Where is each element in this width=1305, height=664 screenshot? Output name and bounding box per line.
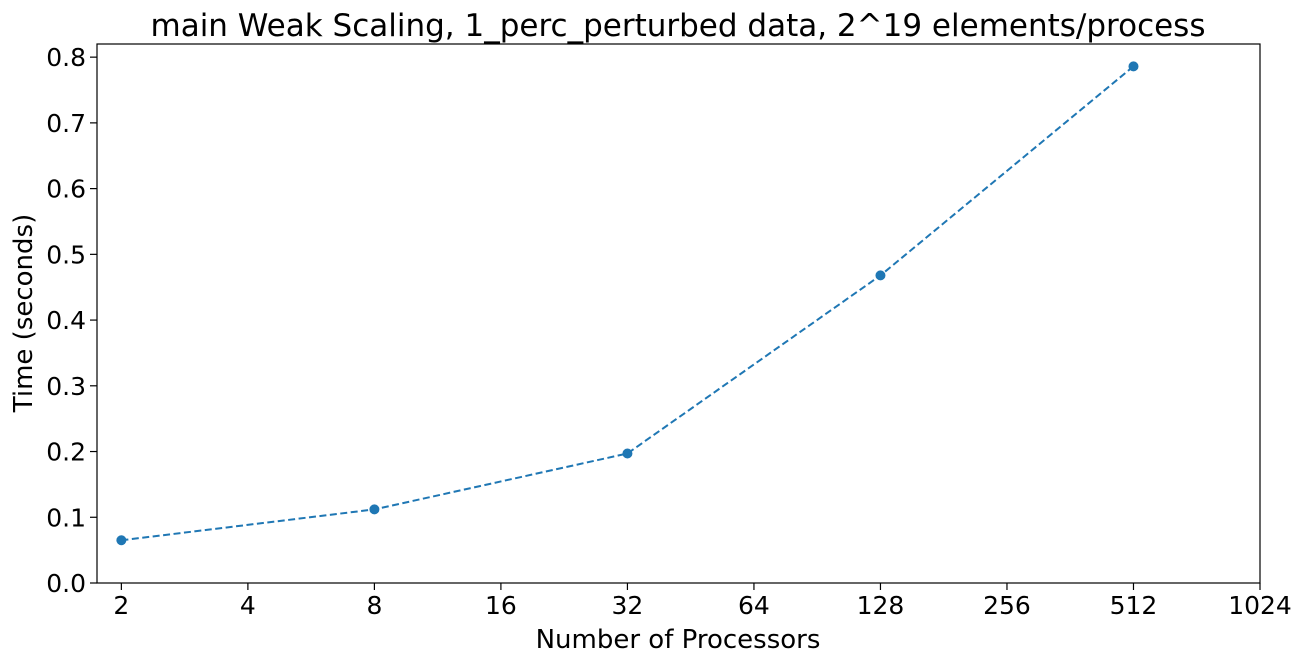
x-tick-label: 1024	[1228, 591, 1292, 620]
x-tick-label: 8	[366, 591, 382, 620]
y-tick-label: 0.1	[46, 503, 86, 532]
plot-area	[96, 43, 1261, 584]
y-axis: 0.0 0.1 0.2 0.3 0.4 0.5 0.6 0.7 0.8	[46, 43, 97, 598]
x-tick-label: 256	[983, 591, 1031, 620]
x-tick-label: 16	[485, 591, 517, 620]
data-point	[369, 504, 380, 515]
y-tick-label: 0.7	[46, 109, 86, 138]
data-point	[875, 270, 886, 281]
y-tick-label: 0.5	[46, 240, 86, 269]
x-tick-label: 4	[240, 591, 256, 620]
x-axis: 2 4 8 16 32 64 128 256 512 1024	[113, 583, 1292, 620]
y-tick-label: 0.0	[46, 569, 86, 598]
x-tick-label: 32	[612, 591, 644, 620]
y-tick-label: 0.4	[46, 306, 86, 335]
chart-title: main Weak Scaling, 1_perc_perturbed data…	[151, 8, 1206, 44]
x-tick-label: 2	[113, 591, 129, 620]
data-point	[1128, 61, 1139, 72]
x-tick-label: 128	[857, 591, 905, 620]
y-tick-label: 0.6	[46, 175, 86, 204]
x-tick-label: 512	[1110, 591, 1158, 620]
x-axis-label: Number of Processors	[536, 625, 821, 655]
y-tick-label: 0.8	[46, 43, 86, 72]
data-point	[622, 448, 633, 459]
x-tick-label: 64	[738, 591, 770, 620]
y-tick-label: 0.3	[46, 372, 86, 401]
y-tick-label: 0.2	[46, 438, 86, 467]
data-point	[116, 535, 127, 546]
series-line	[121, 65, 1135, 542]
y-axis-label: Time (seconds)	[9, 214, 39, 413]
series-layer	[116, 61, 1139, 546]
